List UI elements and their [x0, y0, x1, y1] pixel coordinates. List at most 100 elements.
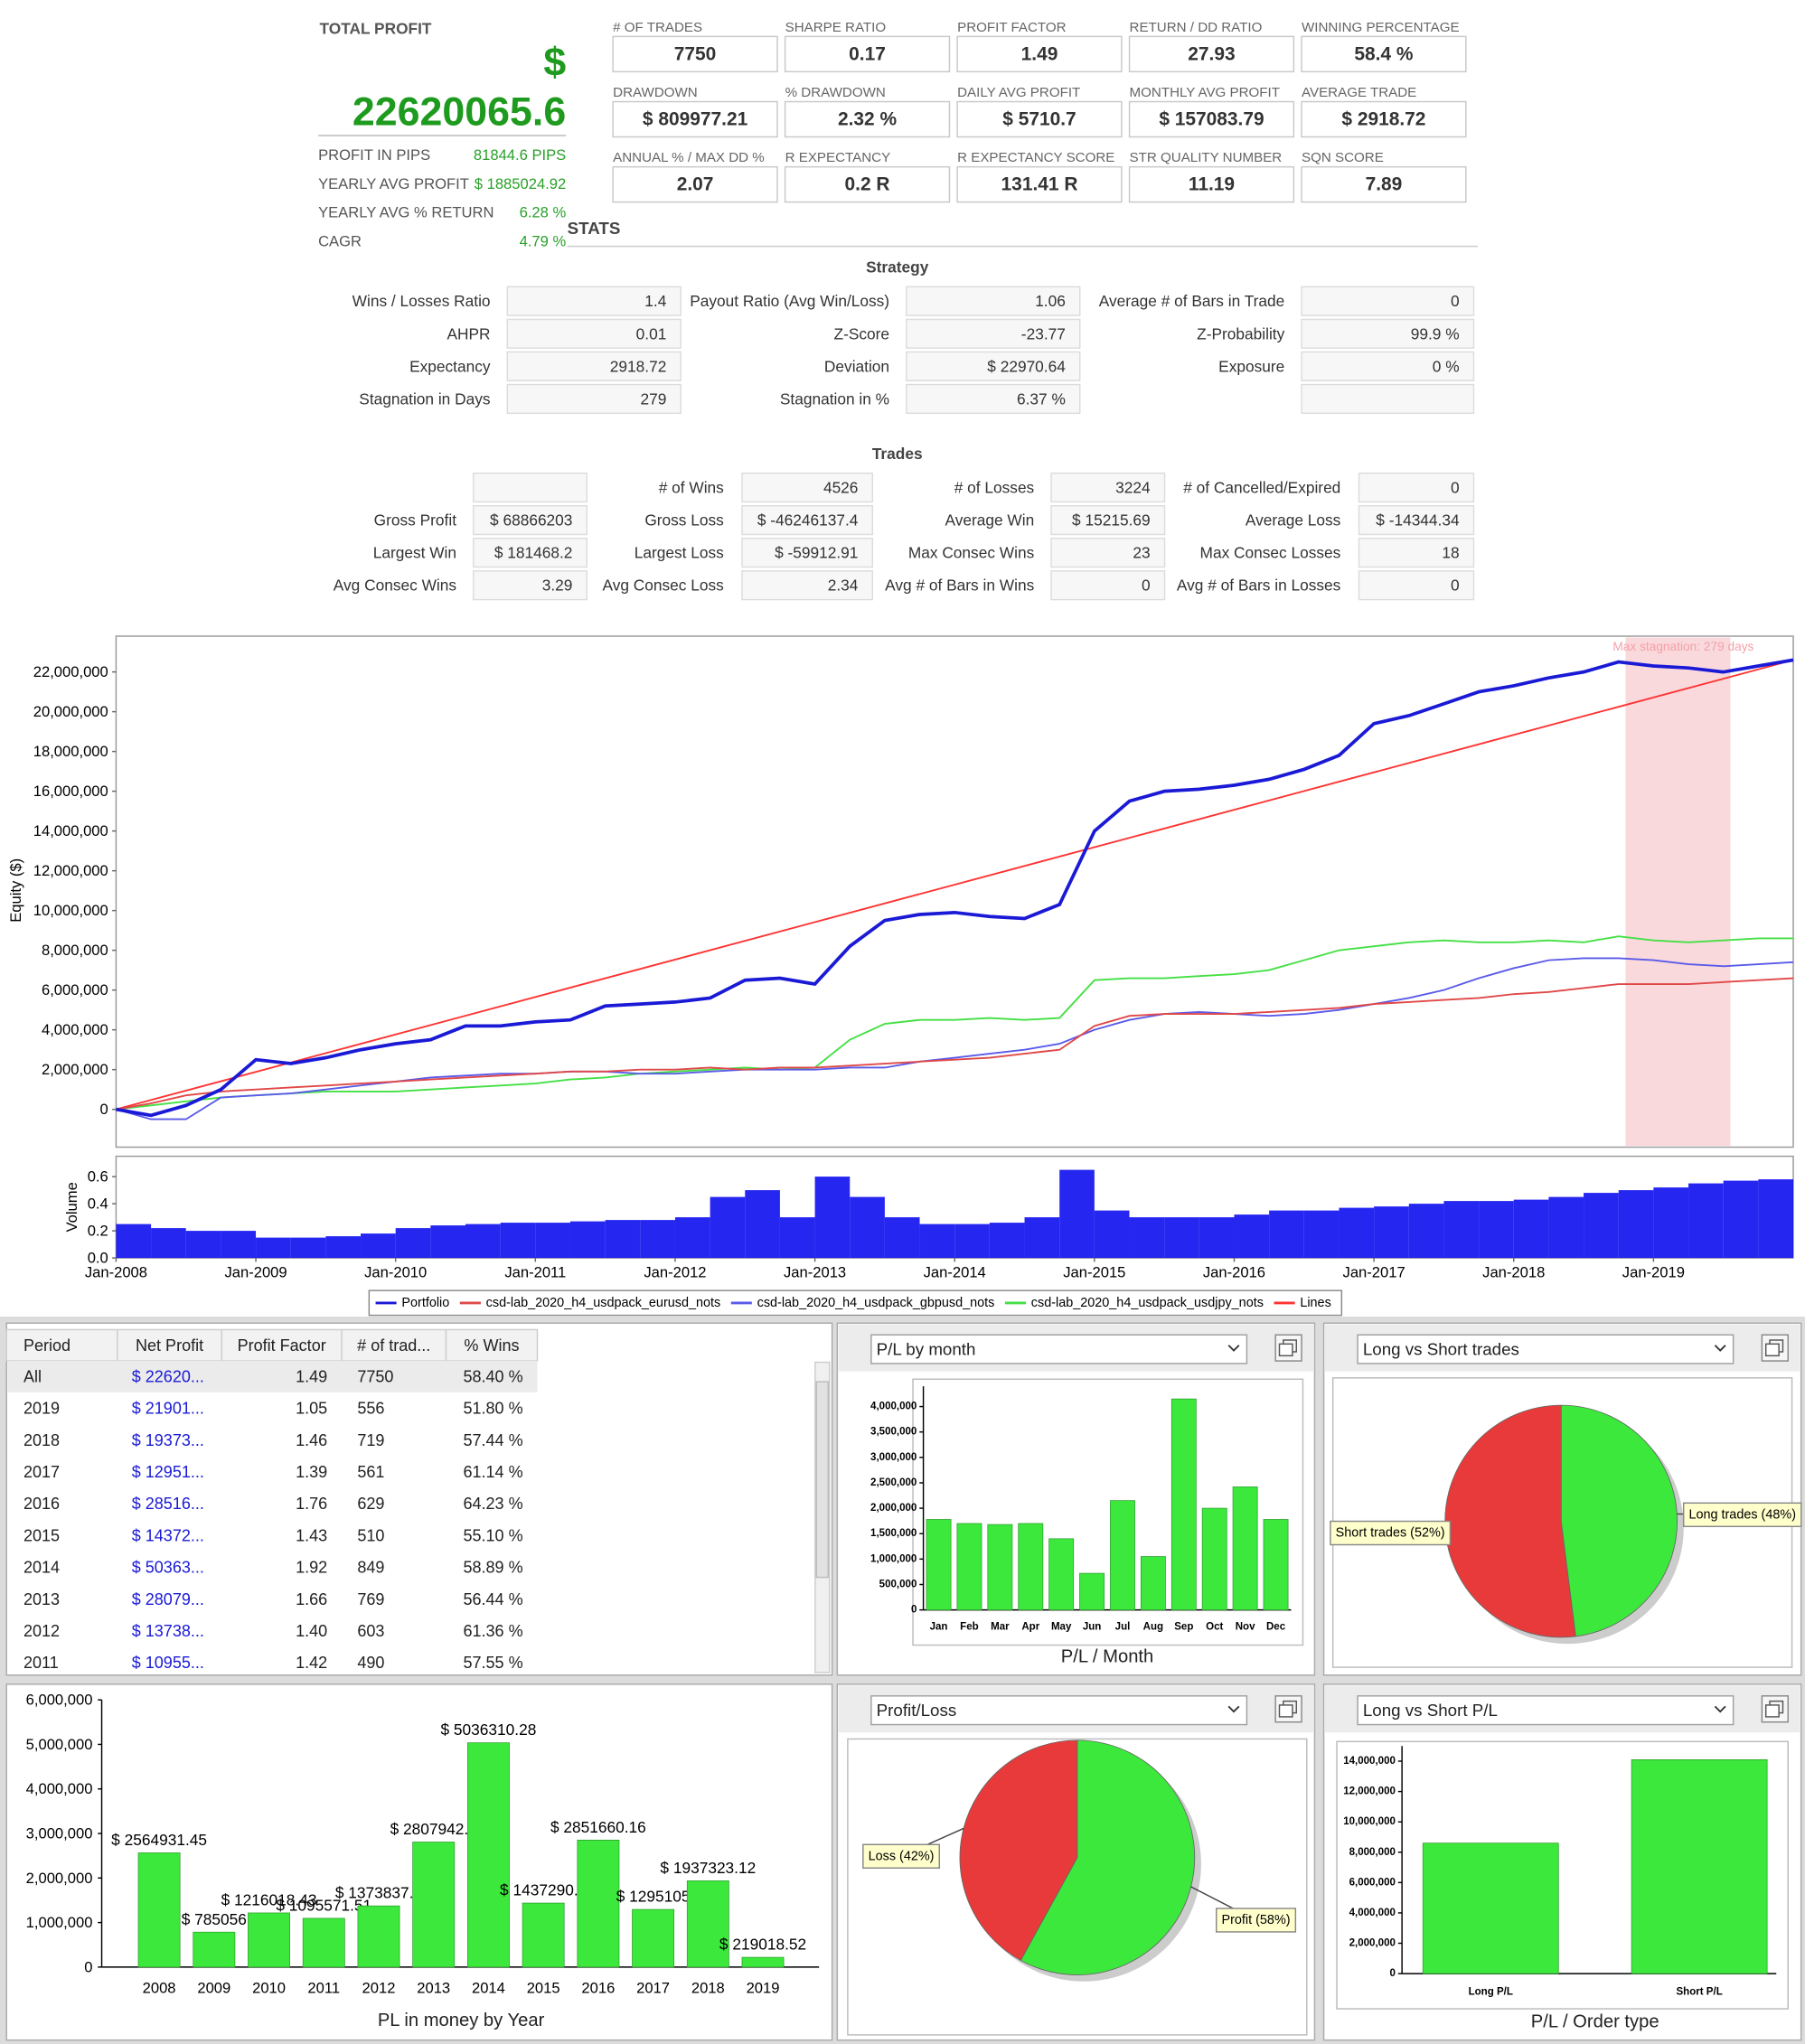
wins-cell[interactable]: 61.14 % — [463, 1463, 522, 1481]
volume-bar — [710, 1196, 746, 1259]
profit-factor-cell[interactable]: 1.05 — [296, 1400, 327, 1418]
chart-selector[interactable] — [870, 1334, 1248, 1364]
wins-cell[interactable]: 58.40 % — [463, 1367, 522, 1385]
profit-factor-cell[interactable]: 1.40 — [296, 1622, 327, 1640]
trades-cell[interactable]: 510 — [357, 1526, 384, 1544]
bar — [1018, 1523, 1044, 1610]
period-cell[interactable]: 2011 — [24, 1654, 59, 1672]
period-cell[interactable]: 2013 — [24, 1590, 60, 1608]
slice-label-box — [1682, 1502, 1802, 1528]
bar — [1631, 1758, 1768, 1974]
dropdown-arrow — [1227, 1705, 1240, 1713]
profit-factor-cell[interactable]: 1.42 — [296, 1654, 327, 1672]
wins-cell[interactable]: 61.36 % — [463, 1622, 522, 1640]
y-tick-label: 12,000,000 — [33, 862, 108, 879]
period-cell[interactable]: 2012 — [24, 1622, 60, 1640]
chart-selector[interactable] — [870, 1695, 1248, 1726]
volume-bar — [1758, 1179, 1794, 1259]
trades-cell[interactable]: 629 — [357, 1495, 384, 1513]
profit-factor-cell[interactable]: 1.66 — [296, 1590, 327, 1608]
value-label: $ 2851660.16 — [550, 1818, 646, 1836]
net-profit-cell[interactable]: $ 14372... — [132, 1526, 204, 1544]
net-profit-cell[interactable]: $ 10955... — [132, 1654, 204, 1672]
value-box — [741, 570, 874, 601]
profit-factor-cell[interactable]: 1.39 — [296, 1463, 327, 1481]
y-tick-label: 1,500,000 — [870, 1528, 917, 1539]
net-profit-cell[interactable]: $ 12951... — [132, 1463, 204, 1481]
wins-cell[interactable]: 55.10 % — [463, 1526, 522, 1544]
value-label: $ 1937323.12 — [660, 1859, 756, 1877]
bar — [1079, 1572, 1105, 1610]
trades-cell[interactable]: 561 — [357, 1463, 384, 1481]
metric-value: 0.17 — [849, 43, 886, 64]
net-profit-cell[interactable]: $ 13738... — [132, 1622, 204, 1640]
period-cell[interactable]: 2015 — [24, 1526, 60, 1544]
pie-slice — [959, 1739, 1078, 1962]
stat-value: 3.29 — [542, 577, 573, 595]
stat-label: Avg # of Bars in Losses — [1177, 577, 1341, 595]
trades-cell[interactable]: 849 — [357, 1559, 384, 1577]
wins-cell[interactable]: 51.80 % — [463, 1400, 522, 1418]
section-title: Trades — [872, 445, 923, 463]
period-cell[interactable]: 2018 — [24, 1431, 60, 1449]
period-cell[interactable]: 2017 — [24, 1463, 60, 1481]
scrollbar-thumb[interactable] — [815, 1381, 829, 1579]
trades-cell[interactable]: 556 — [357, 1400, 384, 1418]
chart-selector[interactable] — [1357, 1334, 1734, 1364]
trades-cell[interactable]: 603 — [357, 1622, 384, 1640]
wins-cell[interactable]: 57.44 % — [463, 1431, 522, 1449]
net-profit-cell[interactable]: $ 28516... — [132, 1495, 204, 1513]
metric-label: % DRAWDOWN — [785, 85, 886, 100]
net-profit-cell[interactable]: $ 50363... — [132, 1559, 204, 1577]
value-box — [741, 538, 874, 568]
volume-bar — [1408, 1204, 1444, 1259]
wins-cell[interactable]: 58.89 % — [463, 1559, 522, 1577]
stat-label: Max Consec Wins — [908, 544, 1035, 562]
profit-factor-cell[interactable]: 1.49 — [296, 1367, 327, 1385]
volume-bar — [290, 1237, 326, 1259]
stat-value: 3224 — [1115, 479, 1151, 497]
y-tick-label: 0 — [84, 1958, 92, 1975]
section-title: Strategy — [866, 258, 929, 277]
stat-label: Z-Score — [834, 324, 890, 342]
bar — [1048, 1538, 1075, 1610]
stat-label: Avg Consec Loss — [603, 577, 725, 595]
volume-bar — [430, 1225, 466, 1259]
metric-value: 2.32 % — [838, 108, 898, 129]
period-cell[interactable]: All — [24, 1367, 42, 1385]
profit-factor-cell[interactable]: 1.76 — [296, 1495, 327, 1513]
chart-selector-label: Long vs Short trades — [1363, 1340, 1519, 1359]
y-tick-label: 0.2 — [88, 1223, 108, 1240]
net-profit-cell[interactable]: $ 19373... — [132, 1431, 204, 1449]
period-cell[interactable]: 2019 — [24, 1400, 60, 1418]
bar — [1422, 1842, 1559, 1974]
bar — [357, 1905, 400, 1968]
wins-cell[interactable]: 56.44 % — [463, 1590, 522, 1608]
x-tick-label: Jun — [1083, 1621, 1102, 1632]
profit-factor-cell[interactable]: 1.43 — [296, 1526, 327, 1544]
slice-label-box — [1216, 1908, 1297, 1933]
chart-selector-label: P/L by month — [877, 1340, 976, 1359]
period-cell[interactable]: 2014 — [24, 1559, 60, 1577]
legend-label: csd-lab_2020_h4_usdpack_usdjpy_nots — [1031, 1296, 1264, 1310]
wins-cell[interactable]: 57.55 % — [463, 1654, 522, 1672]
period-cell[interactable]: 2016 — [24, 1495, 60, 1513]
net-profit-cell[interactable]: $ 28079... — [132, 1590, 204, 1608]
wins-cell[interactable]: 64.23 % — [463, 1495, 522, 1513]
bar — [926, 1519, 952, 1610]
chart-selector[interactable] — [1357, 1695, 1734, 1726]
x-tick-label: 2018 — [691, 1979, 725, 1996]
trades-cell[interactable]: 769 — [357, 1590, 384, 1608]
metric-label: R EXPECTANCY — [785, 150, 891, 165]
net-profit-cell[interactable]: $ 22620... — [132, 1367, 204, 1385]
profit-factor-cell[interactable]: 1.92 — [296, 1559, 327, 1577]
stat-label: Average # of Bars in Trade — [1099, 292, 1284, 310]
trades-cell[interactable]: 719 — [357, 1431, 384, 1449]
net-profit-cell[interactable]: $ 21901... — [132, 1400, 204, 1418]
trades-cell[interactable]: 7750 — [357, 1367, 393, 1385]
x-tick-label: 2009 — [197, 1979, 230, 1996]
profit-factor-cell[interactable]: 1.46 — [296, 1431, 327, 1449]
trades-cell[interactable]: 490 — [357, 1654, 384, 1672]
metric-value: 27.93 — [1188, 43, 1235, 64]
value-box — [906, 318, 1081, 349]
